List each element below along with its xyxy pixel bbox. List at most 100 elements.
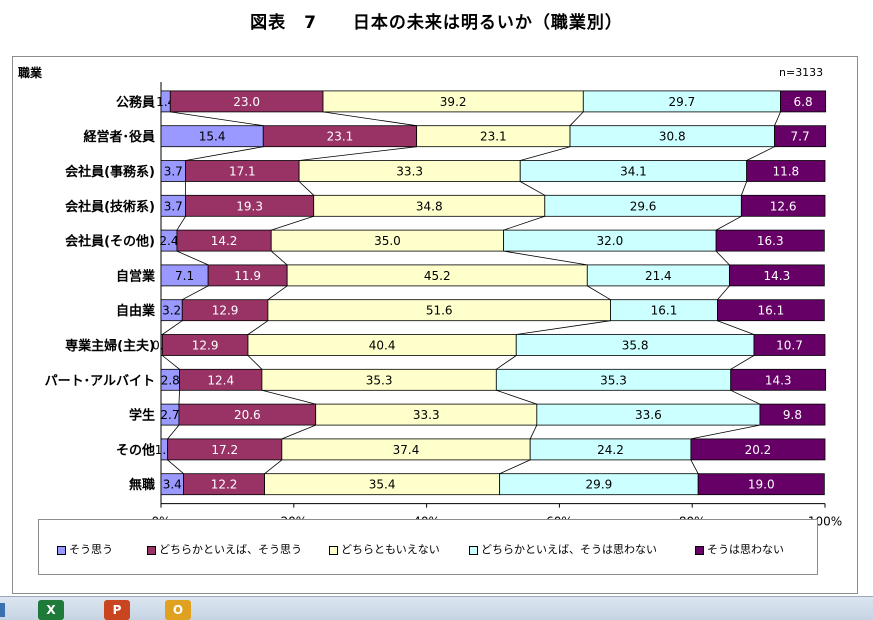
bar-segment <box>759 403 826 426</box>
data-label: 10.7 <box>776 339 803 353</box>
excel-icon[interactable]: X <box>38 600 64 620</box>
series-line <box>182 285 209 301</box>
taskbar: X P O <box>0 596 873 620</box>
data-label: 35.0 <box>374 234 401 248</box>
series-line <box>746 146 775 161</box>
data-label: 3.4 <box>163 478 182 492</box>
category-label: 専業主婦(主夫) <box>65 338 155 354</box>
legend-label: どちらかといえば、そう思う <box>159 543 302 556</box>
outlook-icon[interactable]: O <box>165 600 191 620</box>
series-line <box>587 285 611 301</box>
data-label: 7.1 <box>175 269 194 283</box>
data-label: 29.6 <box>630 199 657 213</box>
data-label: 3.7 <box>164 165 183 179</box>
sample-size-note: n=3133 <box>779 66 824 79</box>
data-label: 16.1 <box>651 304 678 318</box>
data-label: 33.6 <box>635 408 662 422</box>
data-label: 35.3 <box>600 373 627 387</box>
data-label: 35.8 <box>622 339 649 353</box>
data-label: 6.8 <box>794 95 813 109</box>
legend-swatch <box>695 545 704 555</box>
series-line <box>162 355 180 370</box>
series-line <box>162 320 183 335</box>
data-label: 21.4 <box>645 269 672 283</box>
data-label: 12.4 <box>207 373 234 387</box>
series-line <box>167 459 184 475</box>
data-label: 30.8 <box>659 130 686 144</box>
series-line <box>270 250 288 266</box>
legend-swatch <box>57 545 66 555</box>
data-label: 32.0 <box>597 234 624 248</box>
legend-item: どちらともいえない <box>329 541 440 557</box>
data-label: 17.1 <box>229 165 256 179</box>
series-line <box>247 320 269 335</box>
data-label: 7.7 <box>791 130 810 144</box>
data-label: 16.3 <box>757 234 784 248</box>
data-label: 12.9 <box>212 304 239 318</box>
data-label: 12.9 <box>192 339 219 353</box>
bar-segment <box>728 264 825 287</box>
series-line <box>503 250 588 266</box>
data-label: 19.0 <box>748 478 775 492</box>
bar-segment <box>753 334 826 356</box>
data-label: 23.0 <box>233 95 260 109</box>
data-label: 35.4 <box>369 478 396 492</box>
data-label: 15.4 <box>199 130 226 144</box>
y-axis-title: 職業 <box>18 66 43 80</box>
data-label: 34.1 <box>620 165 647 179</box>
data-label: 3.2 <box>162 304 181 318</box>
series-line <box>247 355 263 370</box>
data-label: 3.7 <box>164 199 183 213</box>
series-line <box>176 216 186 231</box>
series-line <box>730 355 755 370</box>
data-label: 12.6 <box>770 199 797 213</box>
legend-label: どちらかといえば、そうは思わない <box>481 543 657 556</box>
data-label: 12.2 <box>211 478 238 492</box>
data-label: 17.2 <box>211 443 238 457</box>
category-label: 学生 <box>129 408 155 424</box>
series-line <box>774 111 781 126</box>
series-line <box>281 424 316 440</box>
bar-segment <box>774 125 827 148</box>
powerpoint-icon[interactable]: P <box>104 600 130 620</box>
series-line <box>715 250 730 266</box>
legend-swatch <box>147 545 156 555</box>
bar-segment <box>746 160 826 182</box>
series-line <box>170 111 264 127</box>
series-line <box>298 181 314 196</box>
data-label: 29.9 <box>586 478 613 492</box>
series-line <box>717 320 755 335</box>
category-label: 会社員(事務系) <box>65 164 155 180</box>
data-label: 9.8 <box>783 408 802 422</box>
data-label: 2.4 <box>159 234 178 248</box>
data-label: 16.1 <box>758 304 785 318</box>
series-line <box>496 355 517 370</box>
bar-segment <box>717 299 825 322</box>
series-line <box>569 111 584 126</box>
legend-item: どちらかといえば、そう思う <box>147 541 302 557</box>
series-line <box>167 424 180 440</box>
data-label: 37.4 <box>393 443 420 457</box>
legend-label: どちらともいえない <box>341 543 440 556</box>
series-line <box>185 146 264 161</box>
data-label: 14.2 <box>211 234 238 248</box>
bar-segment <box>780 90 827 113</box>
category-label: 自営業 <box>116 268 156 284</box>
category-label: 会社員(その他) <box>65 234 155 250</box>
data-label: 45.2 <box>424 269 451 283</box>
category-label: 公務員 <box>116 94 155 110</box>
legend-item: そう思う <box>57 541 113 557</box>
data-label: 35.3 <box>366 373 393 387</box>
series-line <box>176 250 209 266</box>
series-line <box>715 215 742 231</box>
series-line <box>503 215 545 231</box>
series-line <box>178 390 180 405</box>
data-label: 29.7 <box>669 95 696 109</box>
bar-segment <box>730 368 827 391</box>
bar-segment <box>740 194 826 217</box>
category-label: その他 <box>116 442 155 458</box>
data-label: 40.4 <box>369 339 396 353</box>
data-label: 20.6 <box>234 408 261 422</box>
data-label: 11.9 <box>234 269 261 283</box>
legend-label: そうは思わない <box>707 543 784 556</box>
